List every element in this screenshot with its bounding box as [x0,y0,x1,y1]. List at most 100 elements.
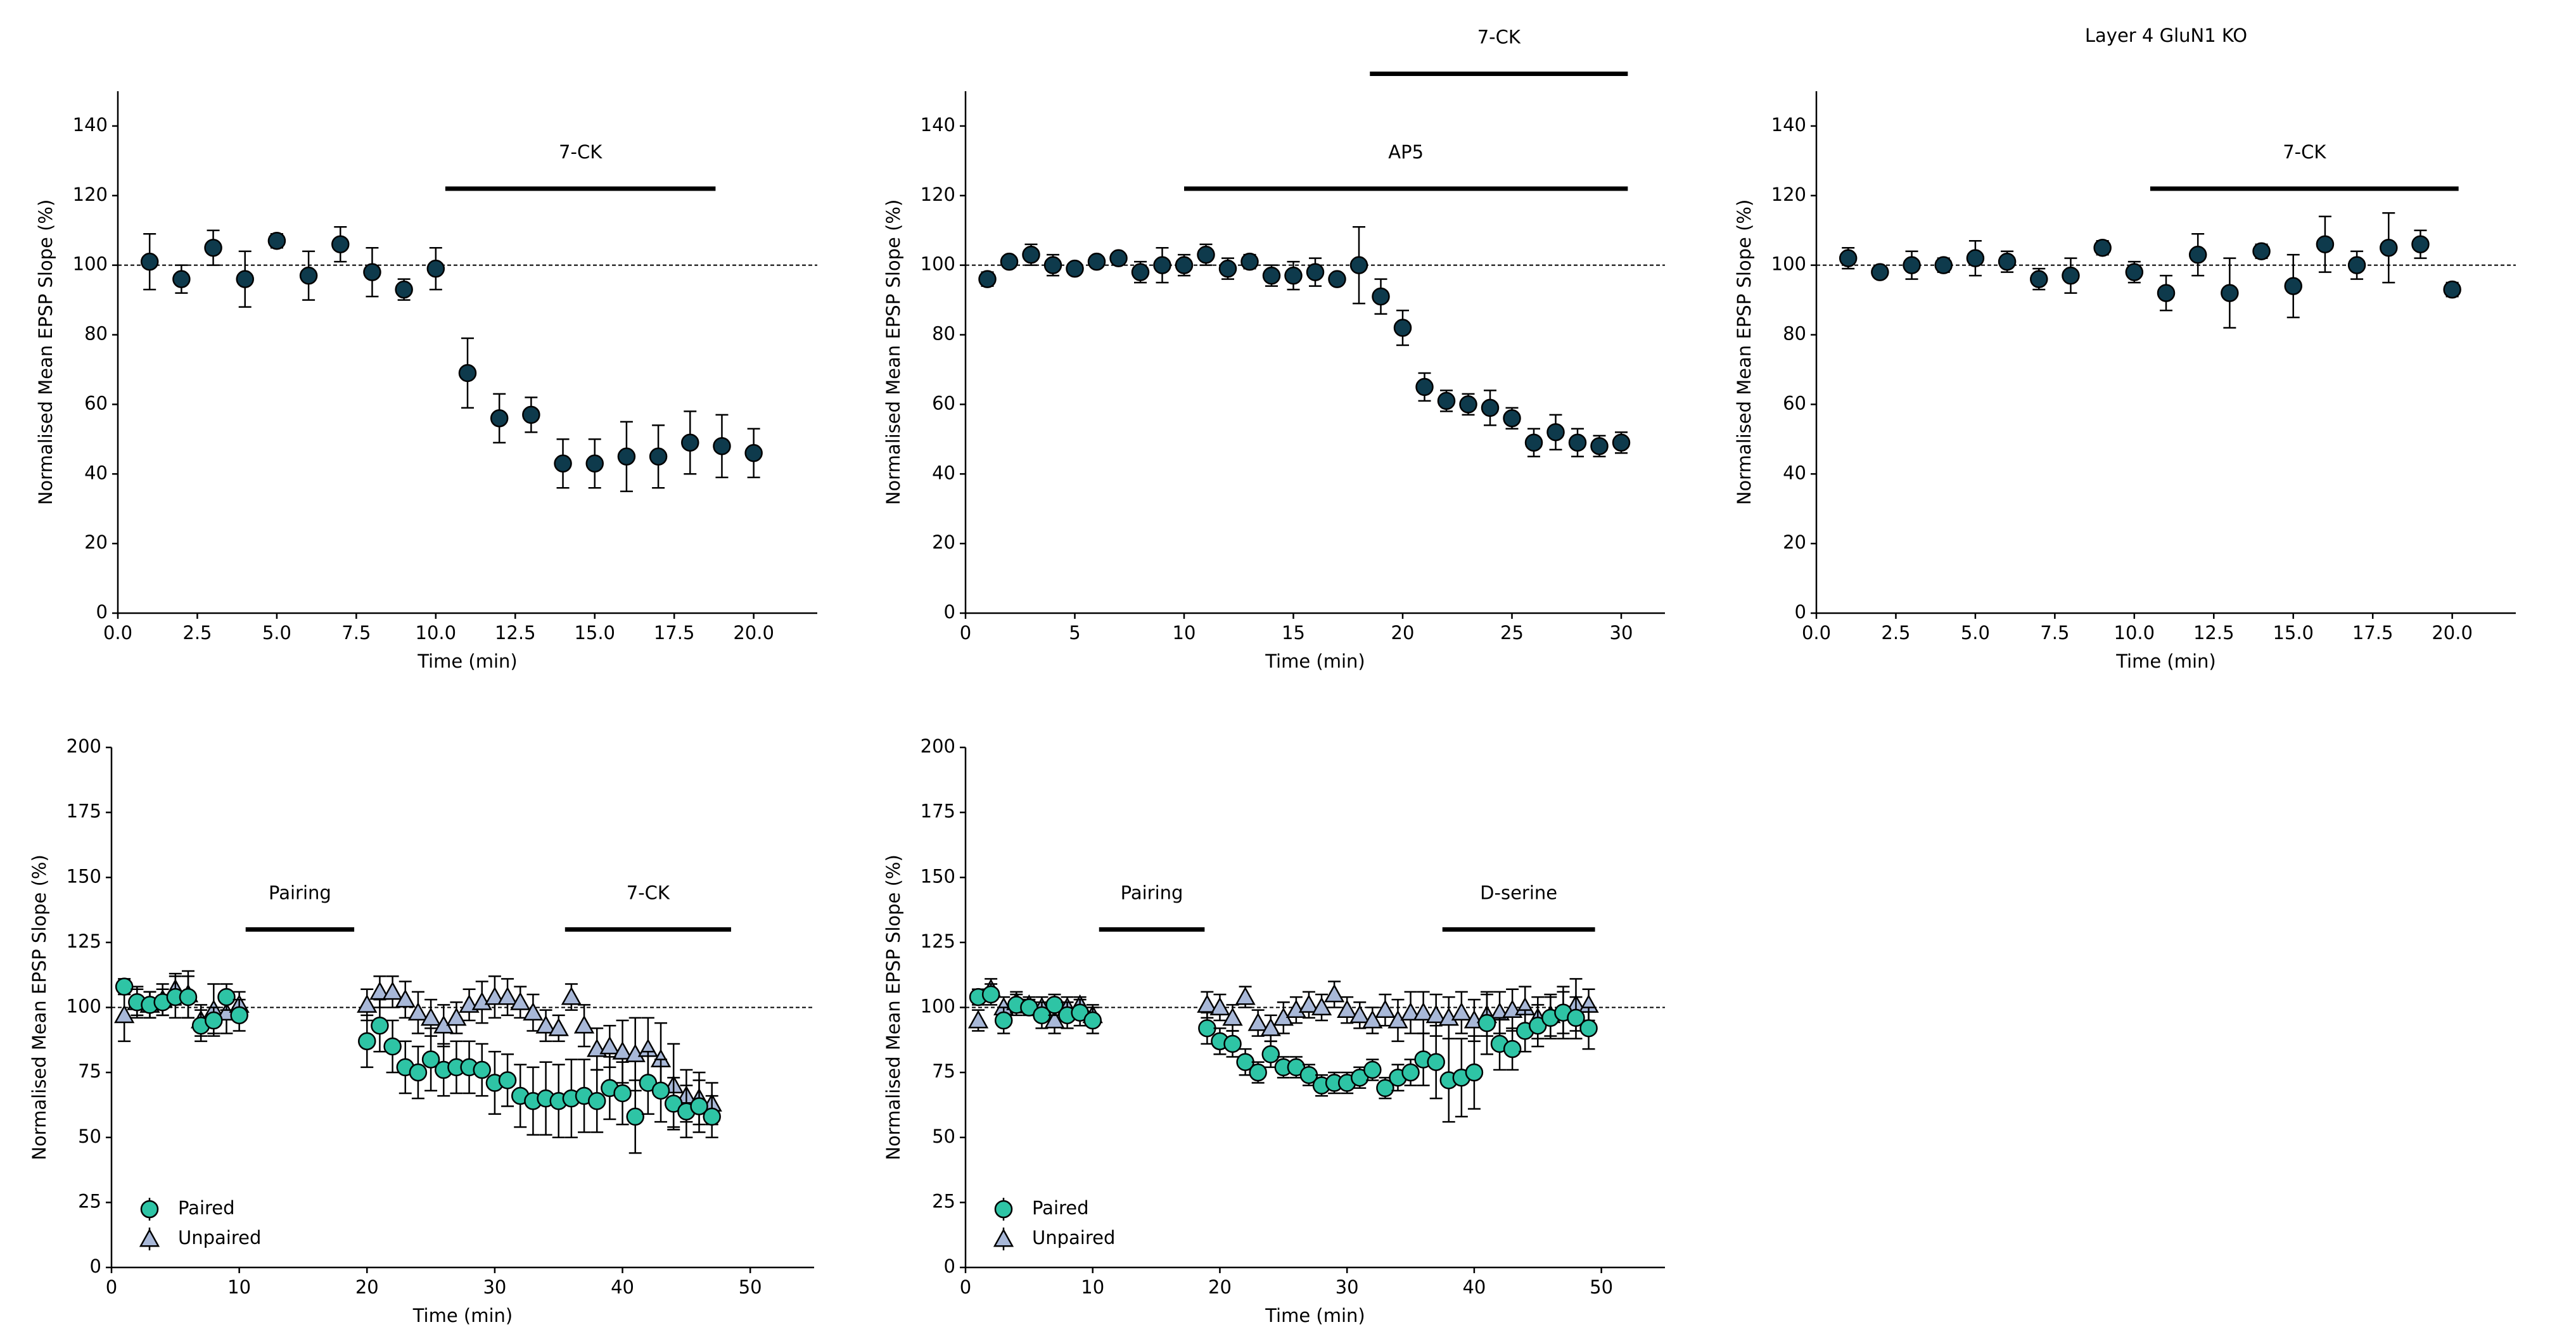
y-tick-label: 40 [84,462,108,483]
data-point [1311,996,1332,1015]
x-tick-label: 5.0 [1961,622,1990,644]
y-tick-label: 120 [1771,184,1806,205]
data-point [1298,994,1320,1013]
data-point [1262,266,1281,285]
x-tick-label: 0.0 [103,622,132,644]
data-point [204,238,222,257]
data-point [744,444,763,462]
data-point [1839,249,1858,267]
data-point [1612,433,1631,452]
data-point [649,447,668,466]
x-tick-label: 17.5 [654,622,695,644]
x-tick-label: 0 [106,1276,117,1298]
y-tick-label: 25 [932,1190,955,1212]
y-tick-label: 140 [73,114,108,136]
data-point [1349,1005,1370,1024]
y-tick-label: 0 [96,601,108,623]
data-point [1437,391,1456,410]
data-point [651,1081,670,1100]
data-point [1459,395,1477,414]
data-point [2062,266,2080,285]
x-tick-label: 15.0 [2273,622,2314,644]
data-point [1376,1079,1394,1098]
data-point [1260,1017,1281,1036]
data-point [446,1007,467,1026]
data-point [690,1097,708,1115]
data-point [1590,437,1609,455]
data-point [1546,423,1565,441]
data-point [383,1037,402,1056]
y-axis-label: Normalised Mean EPSP Slope (%) [29,854,50,1160]
annotation-label: 7-CK [2283,141,2326,163]
data-point [421,1050,440,1069]
data-point [1044,1010,1065,1029]
y-tick-label: 60 [932,392,955,414]
data-point [523,1002,544,1021]
data-point [1240,252,1259,271]
annotation-label: AP5 [1388,141,1424,163]
x-tick-label: 2.5 [1881,622,1910,644]
data-point [331,235,350,253]
data-point [179,987,198,1006]
data-point [420,1007,442,1026]
y-tick-label: 100 [67,996,101,1017]
data-point [115,977,134,996]
x-tick-label: 7.5 [341,622,371,644]
y-tick-label: 140 [1771,114,1806,136]
x-axis-label: Time (min) [2115,651,2216,672]
data-point [612,1041,633,1060]
data-point [1465,1063,1484,1082]
x-tick-label: 2.5 [182,622,212,644]
y-tick-label: 100 [921,253,955,275]
data-point [1503,409,1521,428]
data-point [497,986,518,1005]
y-tick-label: 40 [932,462,955,483]
y-tick-label: 20 [932,531,955,553]
y-tick-label: 200 [67,735,101,757]
data-point [1109,249,1128,267]
data-point [585,454,604,473]
data-point [2284,277,2302,295]
x-axis-label: Time (min) [412,1305,513,1326]
y-tick-label: 150 [921,865,955,887]
data-point [1375,1000,1396,1019]
data-point [625,1043,646,1062]
y-tick-label: 50 [932,1126,955,1147]
x-tick-label: 10 [227,1276,251,1298]
x-tick-label: 12.5 [495,622,536,644]
x-tick-label: 0.0 [1802,622,1831,644]
data-point [1066,259,1084,278]
data-point [1323,984,1345,1003]
legend-label: Paired [1032,1197,1089,1219]
data-point [1223,1034,1242,1053]
y-tick-label: 100 [73,253,108,275]
data-point [363,263,381,281]
x-tick-label: 7.5 [2040,622,2069,644]
annotation-label: 7-CK [627,882,670,903]
y-tick-label: 125 [67,930,101,952]
x-tick-label: 20 [1391,622,1415,644]
legend-marker [994,1200,1013,1219]
data-point [587,1092,606,1110]
data-point [1524,433,1543,452]
data-point [978,270,997,288]
data-point [484,986,506,1005]
data-point [371,1016,389,1035]
x-tick-label: 50 [739,1276,762,1298]
data-point [490,409,509,428]
data-point [1451,1002,1472,1021]
y-tick-label: 120 [921,184,955,205]
data-point [1567,1008,1585,1027]
x-tick-label: 12.5 [2193,622,2235,644]
y-tick-label: 75 [932,1060,955,1082]
data-point [1022,245,1040,264]
data-point [1209,996,1230,1015]
x-tick-label: 15.0 [574,622,615,644]
x-tick-label: 0 [960,622,971,644]
x-tick-label: 40 [611,1276,634,1298]
data-point [510,991,531,1010]
data-point [2188,245,2207,264]
annotation-label: D-serine [1480,882,1557,903]
